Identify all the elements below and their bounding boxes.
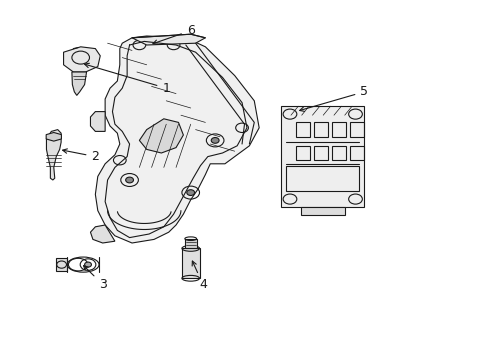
Text: 2: 2: [62, 149, 99, 163]
Text: 1: 1: [84, 63, 170, 95]
Polygon shape: [184, 239, 196, 248]
Polygon shape: [132, 34, 205, 45]
Text: 5: 5: [299, 85, 367, 111]
Circle shape: [84, 262, 91, 267]
Text: 4: 4: [192, 261, 206, 291]
Polygon shape: [63, 47, 100, 72]
Polygon shape: [90, 225, 115, 243]
Polygon shape: [281, 106, 364, 207]
Text: 3: 3: [83, 266, 106, 291]
Polygon shape: [72, 72, 86, 95]
Polygon shape: [139, 119, 183, 153]
Circle shape: [211, 138, 219, 143]
Circle shape: [186, 190, 194, 195]
Polygon shape: [46, 132, 61, 141]
Polygon shape: [46, 130, 61, 180]
Polygon shape: [56, 258, 67, 271]
Circle shape: [125, 177, 133, 183]
Polygon shape: [300, 207, 344, 215]
Polygon shape: [95, 36, 259, 243]
Polygon shape: [182, 248, 199, 278]
Text: 6: 6: [153, 24, 194, 44]
Polygon shape: [90, 112, 105, 131]
